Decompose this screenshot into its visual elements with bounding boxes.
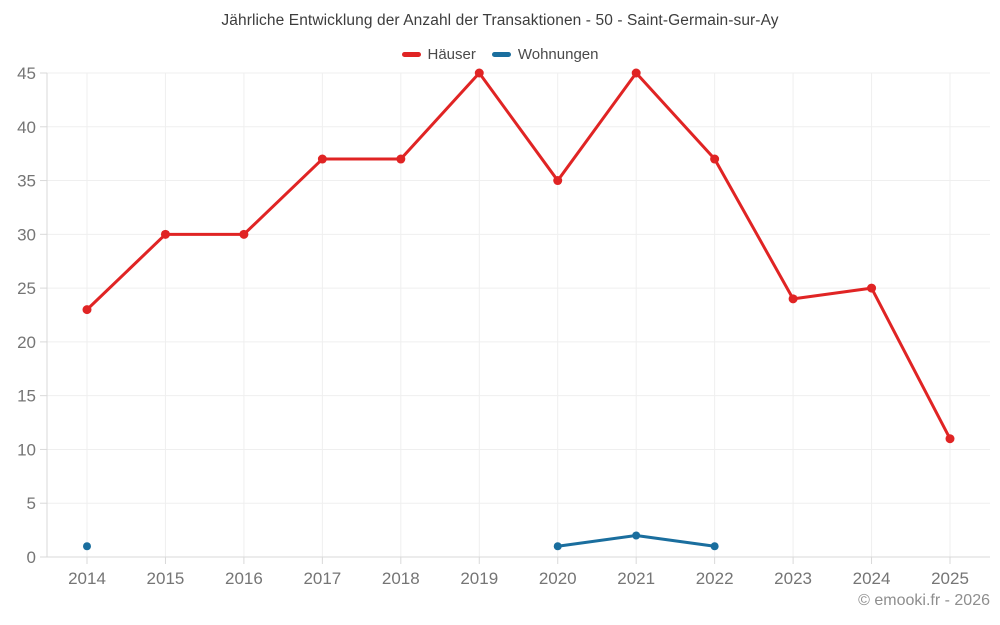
- chart-title: Jährliche Entwicklung der Anzahl der Tra…: [221, 12, 779, 29]
- svg-text:20: 20: [17, 333, 36, 352]
- svg-text:5: 5: [27, 494, 36, 513]
- svg-text:25: 25: [17, 279, 36, 298]
- svg-text:2017: 2017: [303, 569, 341, 588]
- legend-item-haeuser: Häuser: [401, 46, 476, 63]
- svg-text:2020: 2020: [539, 569, 577, 588]
- svg-text:2018: 2018: [382, 569, 420, 588]
- copyright-text: © emooki.fr - 2026: [858, 592, 990, 609]
- svg-text:40: 40: [17, 118, 36, 137]
- haeuser-series-swatch-icon: [401, 52, 421, 57]
- svg-text:2016: 2016: [225, 569, 263, 588]
- svg-text:2021: 2021: [617, 569, 655, 588]
- svg-text:45: 45: [17, 64, 36, 83]
- legend-label-haeuser: Häuser: [427, 46, 476, 63]
- legend-item-wohnungen: Wohnungen: [491, 46, 599, 63]
- svg-text:2024: 2024: [853, 569, 891, 588]
- chart-legend: Häuser Wohnungen: [0, 46, 1000, 63]
- svg-text:2014: 2014: [68, 569, 106, 588]
- svg-text:2019: 2019: [460, 569, 498, 588]
- wohnungen-series-swatch-icon: [491, 52, 511, 57]
- svg-text:2015: 2015: [147, 569, 185, 588]
- svg-text:2023: 2023: [774, 569, 812, 588]
- svg-text:15: 15: [17, 387, 36, 406]
- svg-text:10: 10: [17, 440, 36, 459]
- svg-text:0: 0: [27, 548, 36, 567]
- svg-text:2022: 2022: [696, 569, 734, 588]
- legend-label-wohnungen: Wohnungen: [517, 46, 599, 63]
- svg-text:30: 30: [17, 225, 36, 244]
- svg-text:35: 35: [17, 172, 36, 191]
- svg-text:2025: 2025: [931, 569, 969, 588]
